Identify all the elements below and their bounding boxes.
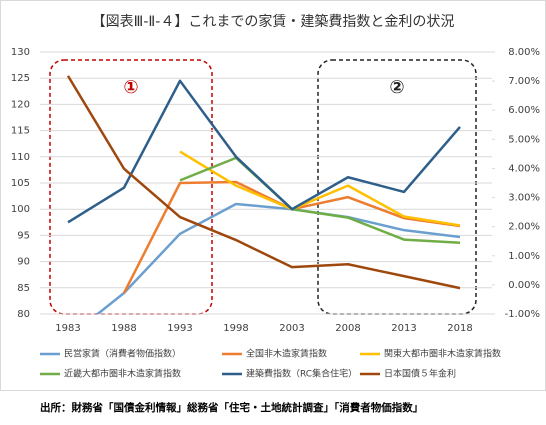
x-tick-label: 2018: [447, 323, 472, 334]
series-line: [179, 156, 461, 244]
y-tick-label: 105: [11, 178, 30, 189]
y2-tick-label: 2.00%: [508, 222, 540, 233]
legend-label: 近畿大都市圏非木造家賃指数: [64, 368, 181, 380]
series-line: [66, 75, 461, 290]
y-tick-label: 115: [11, 126, 30, 137]
series-line: [179, 150, 461, 227]
y2-tick-label: 3.00%: [508, 193, 540, 204]
y-tick-label: 120: [11, 99, 30, 110]
y-tick-label: 80: [17, 309, 30, 320]
y2-tick-label: 5.00%: [508, 134, 540, 145]
series-line: [67, 79, 461, 224]
chart-title: 【図表Ⅲ-Ⅱ-４】これまでの家賃・建築費指数と金利の状況: [92, 13, 455, 30]
x-tick-label: 1988: [111, 323, 136, 334]
chart-frame: [0, 0, 546, 391]
annotation: ①: [123, 77, 138, 98]
y-tick-label: 130: [11, 47, 30, 58]
legend-label: 民営家賃（消費者物価指数）: [64, 348, 181, 360]
plot-area: [66, 75, 461, 314]
x-tick-label: 2008: [335, 323, 360, 334]
annotation: ②: [389, 77, 404, 98]
y-tick-label: 110: [11, 152, 30, 163]
y-tick-label: 95: [17, 230, 30, 241]
y-tick-label: 100: [11, 204, 30, 215]
legend-label: 全国非木造家賃指数: [246, 348, 327, 360]
y2-tick-label: 0.00%: [508, 280, 540, 291]
x-tick-label: 2013: [391, 323, 416, 334]
y2-tick-label: 1.00%: [508, 251, 540, 262]
y-tick-label: 125: [11, 73, 30, 84]
x-tick-label: 2003: [279, 323, 304, 334]
y2-tick-label: 4.00%: [508, 163, 540, 174]
y-tick-label: 90: [17, 257, 30, 268]
y-tick-label: 85: [17, 283, 30, 294]
x-tick-label: 1998: [223, 323, 248, 334]
y2-tick-label: 8.00%: [508, 47, 540, 58]
y2-tick-label: 6.00%: [508, 105, 540, 116]
source-note: 出所：財務省「国債金利情報」総務省「住宅・土地統計調査」「消費者物価指数」: [40, 401, 423, 414]
y2-tick-label: -1.00%: [505, 309, 540, 320]
legend-label: 関東大都市圏非木造家賃指数: [384, 348, 501, 360]
series-line: [95, 202, 461, 314]
x-tick-label: 1993: [167, 323, 192, 334]
x-tick-label: 1983: [55, 323, 80, 334]
legend-label: 建築費指数（RC集合住宅）: [246, 368, 357, 380]
legend-label: 日本国債５年金利: [384, 368, 456, 380]
y2-tick-label: 7.00%: [508, 76, 540, 87]
